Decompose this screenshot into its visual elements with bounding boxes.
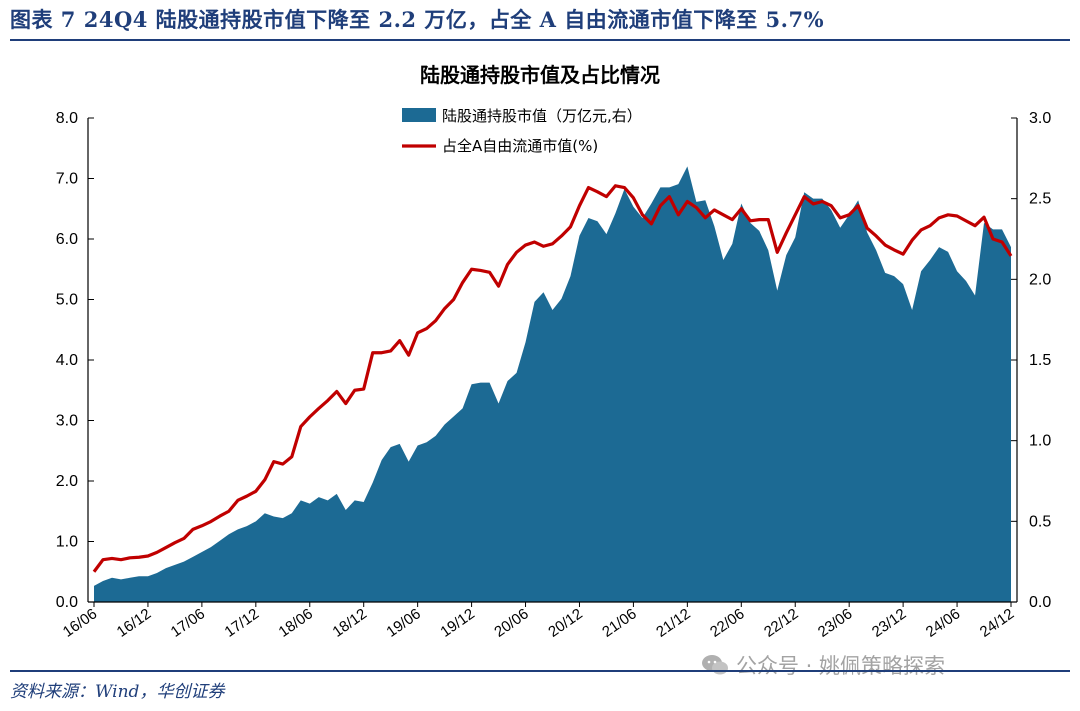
x-tick-label: 17/06 — [168, 605, 209, 640]
watermark: 公众号 · 姚佩策略探索 — [700, 650, 945, 680]
x-tick-label: 20/06 — [491, 605, 532, 640]
left-tick-label: 3.0 — [56, 413, 78, 430]
source-note: 资料来源：Wind，华创证券 — [10, 682, 225, 702]
x-tick-label: 21/12 — [653, 605, 694, 640]
left-tick-label: 0.0 — [56, 594, 78, 611]
watermark-text: 公众号 · 姚佩策略探索 — [736, 654, 946, 678]
left-tick-label: 8.0 — [56, 110, 78, 127]
right-tick-label: 1.0 — [1029, 433, 1051, 450]
area-layer — [94, 166, 1011, 602]
x-tick-label: 18/06 — [276, 605, 317, 640]
x-tick-label: 22/06 — [707, 605, 748, 640]
right-tick-label: 1.5 — [1029, 352, 1051, 369]
legend: 陆股通持股市值（万亿元,右） 占全A自由流通市值(%) — [402, 107, 642, 155]
right-tick-label: 3.0 — [1029, 110, 1051, 127]
left-tick-label: 4.0 — [56, 352, 78, 369]
right-tick-label: 0.0 — [1029, 594, 1051, 611]
x-tick-label: 18/12 — [329, 605, 370, 640]
chart: 陆股通持股市值及占比情况 0.0 1.0 2.0 3.0 4.0 5.0 6.0 7.0 8.0… — [56, 63, 1052, 641]
x-tick-label: 19/06 — [383, 605, 424, 640]
wechat-icon — [702, 655, 728, 675]
legend-label-line: 占全A自由流通市值(%) — [442, 137, 598, 155]
source-divider — [10, 670, 1070, 672]
figure-title: 图表 7 24Q4 陆股通持股市值下降至 2.2 万亿，占全 A 自由流通市值下… — [10, 7, 825, 32]
legend-label-area: 陆股通持股市值（万亿元,右） — [442, 107, 642, 125]
x-tick-label: 24/12 — [977, 605, 1018, 640]
left-tick-label: 1.0 — [56, 534, 78, 551]
x-tick-label: 16/12 — [114, 605, 155, 640]
left-tick-label: 7.0 — [56, 171, 78, 188]
line-layer — [92, 184, 1013, 573]
x-tick-label: 20/12 — [545, 605, 586, 640]
x-tick-label: 23/12 — [869, 605, 910, 640]
x-tick-label: 22/12 — [761, 605, 802, 640]
area-series-holdings — [94, 166, 1011, 602]
x-tick-label: 19/12 — [437, 605, 478, 640]
legend-swatch-area — [402, 108, 436, 122]
x-tick-label: 21/06 — [599, 605, 640, 640]
x-tick-label: 23/06 — [815, 605, 856, 640]
right-tick-label: 2.5 — [1029, 191, 1051, 208]
left-tick-label: 5.0 — [56, 292, 78, 309]
title-divider — [10, 39, 1070, 41]
chart-title: 陆股通持股市值及占比情况 — [420, 63, 660, 87]
left-tick-label: 6.0 — [56, 231, 78, 248]
x-tick-label: 24/06 — [923, 605, 964, 640]
right-tick-label: 2.0 — [1029, 271, 1051, 288]
left-tick-label: 2.0 — [56, 473, 78, 490]
line-series-share — [92, 184, 1013, 573]
x-tick-label: 17/12 — [222, 605, 263, 640]
right-tick-label: 0.5 — [1029, 513, 1051, 530]
